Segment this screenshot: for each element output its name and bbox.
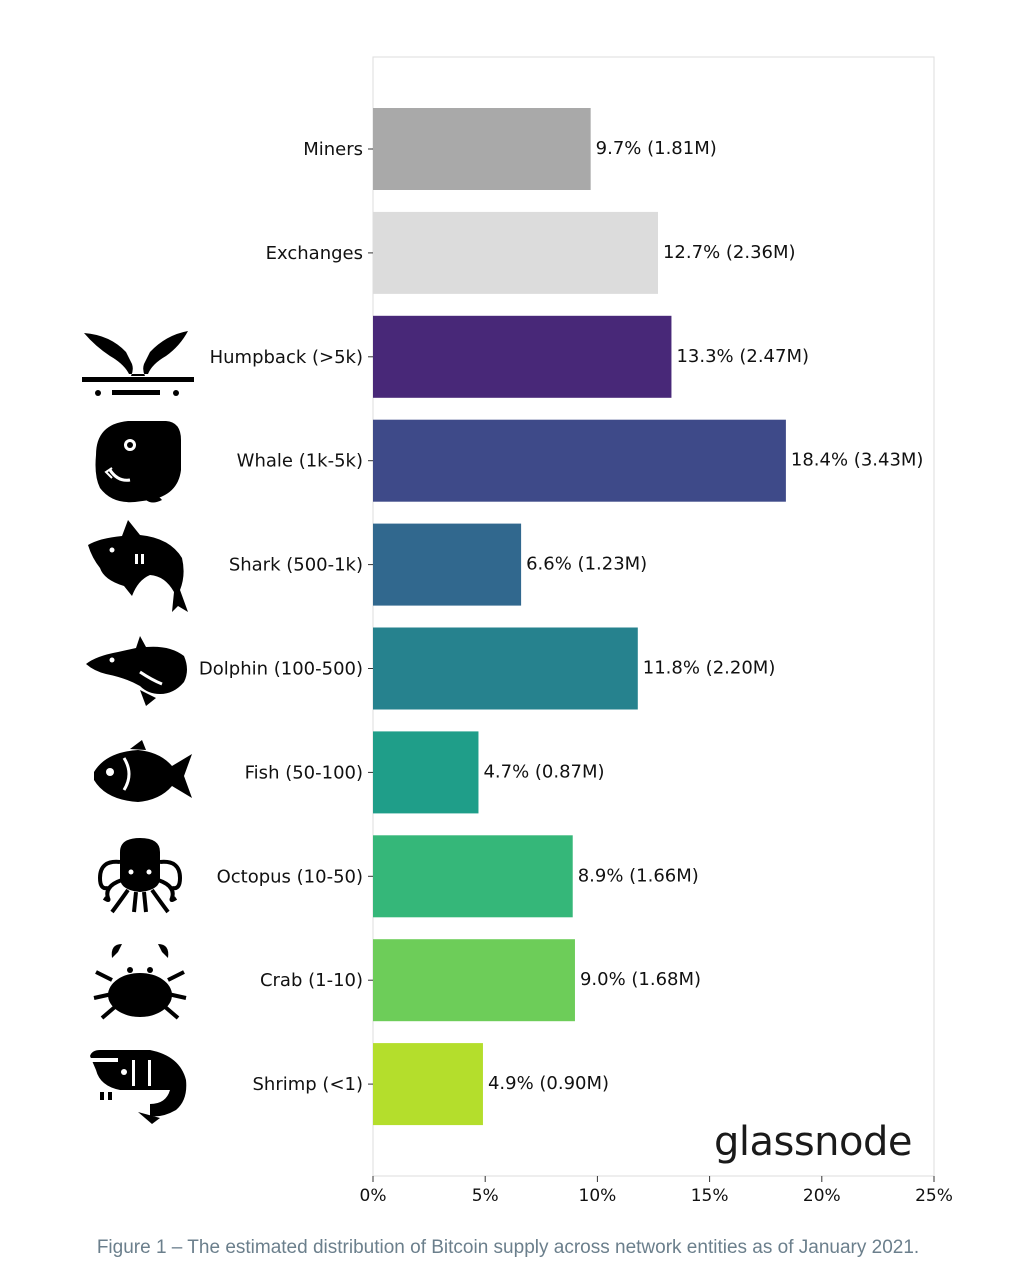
- x-tick-label: 25%: [915, 1186, 953, 1206]
- bar-6: [373, 627, 638, 710]
- value-label: 8.9% (1.66M): [578, 865, 699, 886]
- category-label: Whale (1k-5k): [237, 451, 363, 472]
- dolphin-icon: [86, 636, 187, 706]
- category-label: Dolphin (100-500): [199, 659, 363, 680]
- bar-9: [373, 939, 575, 1022]
- value-label: 4.7% (0.87M): [483, 761, 604, 782]
- category-label: Exchanges: [266, 243, 363, 264]
- shark-icon: [88, 520, 188, 612]
- value-label: 6.6% (1.23M): [526, 554, 647, 575]
- bar-4: [373, 419, 786, 502]
- x-tick-label: 15%: [691, 1186, 729, 1206]
- octopus-icon: [97, 838, 183, 914]
- crab-icon: [93, 944, 187, 1020]
- whale-icon: [95, 421, 181, 503]
- bar-10: [373, 1043, 483, 1126]
- x-tick-label: 10%: [579, 1186, 617, 1206]
- category-label: Shrimp (<1): [253, 1074, 364, 1095]
- x-axis: 0% 5% 10% 15% 20% 25%: [360, 1176, 953, 1206]
- bar-5: [373, 523, 522, 606]
- shrimp-icon: [88, 1050, 187, 1124]
- category-label: Miners: [303, 139, 363, 160]
- value-label: 12.7% (2.36M): [663, 242, 796, 263]
- x-tick-label: 5%: [472, 1186, 499, 1206]
- value-label: 11.8% (2.20M): [643, 658, 776, 679]
- bar-8: [373, 835, 573, 918]
- x-tick-label: 20%: [803, 1186, 841, 1206]
- bar-7: [373, 731, 479, 814]
- icons-group: [82, 331, 194, 1124]
- category-label: Shark (500-1k): [229, 555, 363, 576]
- x-tick-label: 0%: [360, 1186, 387, 1206]
- value-label: 4.9% (0.90M): [488, 1073, 609, 1094]
- glassnode-watermark: glassnode: [714, 1119, 912, 1165]
- bar-2: [373, 211, 658, 294]
- category-label: Humpback (>5k): [210, 347, 363, 368]
- value-label: 13.3% (2.47M): [676, 346, 809, 367]
- bar-1: [373, 108, 591, 190]
- value-label: 18.4% (3.43M): [791, 450, 924, 471]
- humpback-tail-icon: [82, 331, 194, 396]
- fish-icon: [94, 740, 192, 802]
- category-label: Octopus (10-50): [217, 866, 363, 887]
- value-label: 9.0% (1.68M): [580, 969, 701, 990]
- value-label: 9.7% (1.81M): [596, 138, 717, 159]
- figure-caption: Figure 1 – The estimated distribution of…: [96, 1237, 920, 1258]
- bar-chart: Miners 9.7% (1.81M) Exchanges 12.7% (2.36M)…: [82, 56, 953, 1206]
- category-label: Crab (1-10): [260, 970, 363, 991]
- bar-3: [373, 315, 672, 398]
- plot-frame: [372, 56, 935, 1177]
- category-label: Fish (50-100): [245, 762, 363, 783]
- bars-group: Miners 9.7% (1.81M) Exchanges 12.7% (2.36M)…: [199, 108, 924, 1126]
